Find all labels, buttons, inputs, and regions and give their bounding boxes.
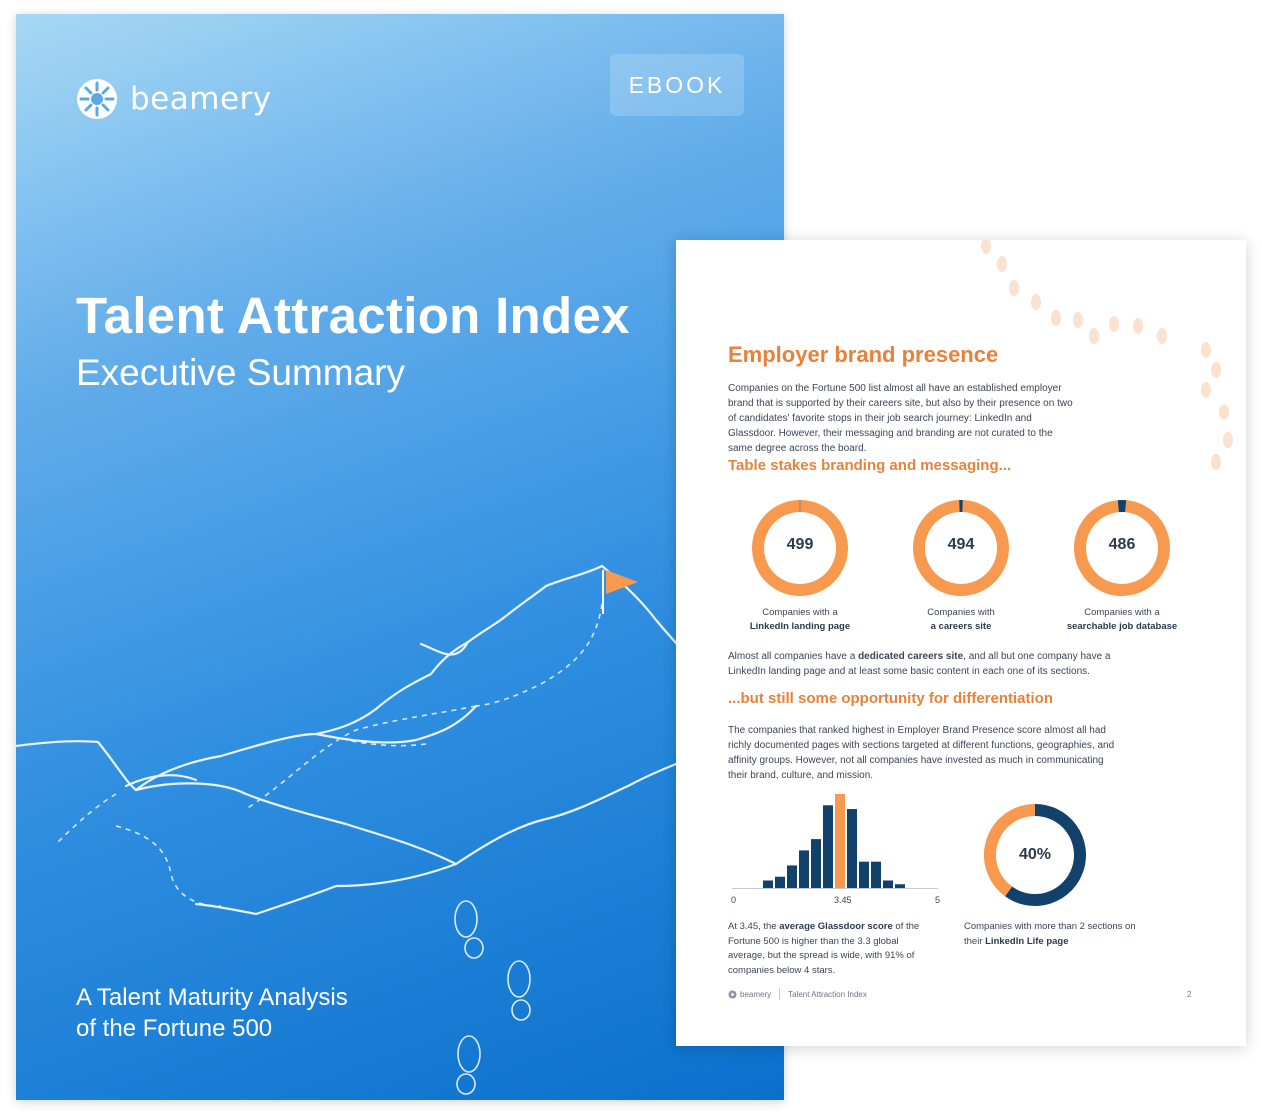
- donut-careers-site-chart: [913, 500, 1009, 596]
- donut-careers-site-value: 494: [947, 536, 975, 553]
- caption-linkedin: Companies with a LinkedIn landing page: [725, 606, 875, 634]
- caption-job-database: Companies with a searchable job database: [1047, 606, 1197, 634]
- summary-page: Employer brand presence Companies on the…: [676, 240, 1246, 1046]
- linkedin-life-caption-bold: LinkedIn Life page: [985, 935, 1069, 947]
- beamery-logo: beamery: [76, 78, 272, 120]
- histogram-bar: [787, 865, 797, 888]
- histogram-bar: [835, 794, 845, 888]
- caption-job-database-line1: Companies with a: [1084, 607, 1160, 618]
- histogram-tick-mean: 3.45: [834, 895, 852, 905]
- ebook-cover: beamery EBOOK Talent Attraction Index Ex…: [16, 14, 784, 1100]
- histogram-bar: [871, 861, 881, 888]
- donut-linkedin-chart: [752, 500, 848, 596]
- donut-linkedin-life-chart: [984, 804, 1086, 906]
- histogram-bar: [823, 805, 833, 888]
- page-heading: Employer brand presence: [728, 342, 999, 367]
- caption-linkedin-line1: Companies with a: [762, 607, 838, 618]
- donut-main-slice: [984, 804, 1036, 897]
- histogram-bar: [799, 850, 809, 888]
- footer-divider: [779, 988, 781, 1000]
- linkedin-life-caption: Companies with more than 2 sections on t…: [964, 920, 1144, 949]
- donut-job-database-value: 486: [1108, 536, 1136, 553]
- donut-job-database-chart: [1074, 500, 1170, 596]
- glassdoor-caption-part2: of the Fortune 500 is higher than the 3.…: [728, 921, 920, 976]
- ebook-badge: EBOOK: [610, 54, 744, 116]
- cover-footer-line2: of the Fortune 500: [76, 1015, 273, 1042]
- subheading-differentiation: ...but still some opportunity for differ…: [728, 690, 1053, 707]
- para2-part2: , and all but one company have a LinkedI…: [728, 651, 1111, 677]
- para2-bold: dedicated careers site: [858, 651, 964, 662]
- caption-careers-site: Companies with a careers site: [886, 606, 1036, 634]
- differentiation-paragraph: The companies that ranked highest in Emp…: [728, 725, 1115, 781]
- donut-main-slice: [752, 500, 848, 596]
- footer-brand: beamery: [740, 989, 772, 999]
- histogram-bar: [763, 880, 773, 888]
- page-number: 2: [1187, 990, 1192, 999]
- donut-linkedin-life: 40%: [983, 803, 1087, 907]
- glassdoor-caption-bold: average Glassdoor score: [779, 921, 893, 932]
- histogram-tick-0: 0: [731, 895, 737, 905]
- beamery-logo-icon: [77, 79, 117, 119]
- glassdoor-score-histogram: [732, 794, 938, 889]
- brand-name: beamery: [130, 81, 272, 117]
- donut-job-database: 486: [1072, 498, 1172, 598]
- caption-job-database-line2: searchable job database: [1066, 621, 1178, 632]
- histogram-bar: [859, 861, 869, 888]
- cover-subtitle: Executive Summary: [76, 352, 405, 393]
- subheading-table-stakes: Table stakes branding and messaging...: [728, 457, 1012, 474]
- donut-linkedin-value: 499: [786, 536, 814, 553]
- donut-careers-site: 494: [911, 498, 1011, 598]
- footprints-decoration: [981, 240, 1233, 470]
- para2-part1: Almost all companies have a: [728, 651, 859, 662]
- donut-rest-slice: [1005, 804, 1086, 906]
- histogram-bar: [895, 884, 905, 888]
- footer-logo-icon: [728, 989, 737, 999]
- histogram-bar: [847, 809, 857, 888]
- histogram-bar: [883, 880, 893, 888]
- cover-footer: A Talent Maturity Analysis of the Fortun…: [76, 982, 348, 1044]
- donut-linkedin-life-value: 40%: [1018, 846, 1052, 863]
- intro-paragraph: Companies on the Fortune 500 list almost…: [728, 383, 1073, 454]
- page-footer: beamery Talent Attraction Index: [728, 988, 867, 1000]
- histogram-tick-5: 5: [935, 895, 941, 905]
- histogram-bar: [811, 839, 821, 888]
- cover-title: Talent Attraction Index: [76, 287, 630, 344]
- glassdoor-caption: At 3.45, the average Glassdoor score of …: [728, 920, 928, 978]
- glassdoor-caption-part1: At 3.45, the: [728, 921, 780, 932]
- caption-linkedin-line2: LinkedIn landing page: [749, 621, 851, 632]
- footer-logo: beamery: [728, 990, 771, 999]
- donut-linkedin: 499: [750, 498, 850, 598]
- footer-title: Talent Attraction Index: [788, 989, 867, 999]
- linkedin-life-caption-part1: Companies with more than 2 sections on t…: [964, 921, 1136, 947]
- histogram-bar: [775, 876, 785, 888]
- mountain-illustration: [16, 564, 784, 1095]
- flag-icon: [606, 570, 638, 594]
- donut-main-slice: [1074, 500, 1170, 596]
- cover-footer-line1: A Talent Maturity Analysis: [76, 984, 348, 1011]
- careers-site-paragraph: Almost all companies have a dedicated ca…: [728, 649, 1138, 679]
- caption-careers-site-line1: Companies with: [927, 607, 995, 618]
- donut-main-slice: [913, 500, 1009, 596]
- caption-careers-site-line2: a careers site: [930, 621, 992, 632]
